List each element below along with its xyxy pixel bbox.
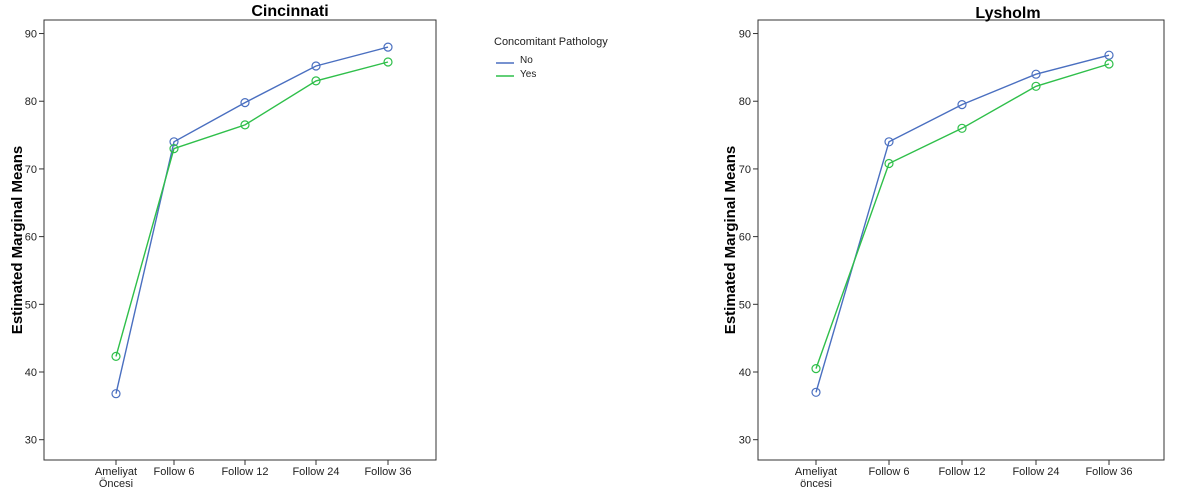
y-tick-label: 80: [739, 96, 751, 108]
x-tick-label: Follow 36: [1085, 466, 1132, 478]
data-point-no: [111, 389, 121, 399]
data-point-no: [311, 61, 321, 71]
data-point-no: [169, 137, 179, 147]
x-tick-label: Follow 24: [292, 466, 339, 478]
x-tick-label: öncesi: [800, 478, 832, 490]
plot-frame: [757, 19, 1165, 461]
y-tick-label: 30: [739, 435, 751, 447]
series-line-yes: [815, 63, 1110, 369]
chart-title: Lysholm: [975, 5, 1040, 22]
legend: Concomitant Pathology No Yes: [494, 36, 608, 80]
data-point-yes: [111, 351, 121, 361]
y-tick-label: 80: [25, 96, 37, 108]
lysholm-chart: Lysholm Estimated Marginal Means 30 40 50 6…: [722, 5, 1165, 490]
legend-label-no: No: [520, 55, 533, 66]
x-tick-label: Follow 6: [154, 466, 195, 478]
series-group: [811, 50, 1114, 397]
y-axis-label: Estimated Marginal Means: [9, 146, 26, 334]
series-group: [111, 42, 393, 399]
x-tick-label: Follow 36: [364, 466, 411, 478]
cincinnati-chart: Cincinnati Estimated Marginal Means 30 40…: [9, 3, 437, 490]
x-tick-label: Follow 12: [938, 466, 985, 478]
data-point-yes: [884, 158, 894, 169]
data-point-no: [957, 99, 967, 110]
data-point-yes: [811, 364, 821, 374]
y-ticks: 30 40 50 60 70 80 90: [739, 29, 758, 447]
y-axis-label: Estimated Marginal Means: [722, 146, 739, 334]
data-point-yes: [311, 76, 321, 86]
x-tick-label: Ameliyat: [795, 466, 837, 478]
legend-title: Concomitant Pathology: [494, 36, 608, 48]
x-tick-label: Follow 6: [869, 466, 910, 478]
y-tick-label: 70: [25, 164, 37, 176]
data-point-yes: [383, 57, 393, 67]
y-tick-label: 60: [25, 232, 37, 244]
y-tick-label: 50: [25, 299, 37, 311]
y-tick-label: 40: [25, 367, 37, 379]
legend-label-yes: Yes: [520, 69, 536, 80]
data-point-yes: [1031, 81, 1041, 91]
series-line-no: [815, 54, 1110, 393]
y-tick-label: 30: [25, 435, 37, 447]
data-point-no: [884, 137, 894, 147]
data-point-yes: [240, 120, 250, 130]
data-point-no: [240, 97, 250, 108]
x-tick-label: Follow 12: [221, 466, 268, 478]
x-tick-label: Ameliyat: [95, 466, 137, 478]
x-tick-label: Follow 24: [1012, 466, 1059, 478]
y-tick-label: 90: [25, 29, 37, 41]
y-ticks: 30 40 50 60 70 80 90: [25, 29, 44, 447]
y-tick-label: 70: [739, 164, 751, 176]
series-line-no: [115, 46, 389, 394]
series-line-yes: [115, 61, 389, 357]
data-point-yes: [957, 123, 967, 133]
y-tick-label: 60: [739, 232, 751, 244]
y-tick-label: 50: [739, 299, 751, 311]
y-tick-label: 90: [739, 29, 751, 41]
y-tick-label: 40: [739, 367, 751, 379]
data-point-no: [1031, 69, 1041, 79]
data-point-yes: [1104, 59, 1114, 69]
chart-title: Cincinnati: [251, 3, 328, 20]
data-point-no: [1104, 50, 1114, 60]
data-point-no: [811, 387, 821, 397]
data-point-yes: [169, 144, 179, 154]
x-tick-label: Öncesi: [99, 478, 133, 490]
data-point-no: [383, 42, 393, 52]
plot-frame: [43, 19, 437, 461]
